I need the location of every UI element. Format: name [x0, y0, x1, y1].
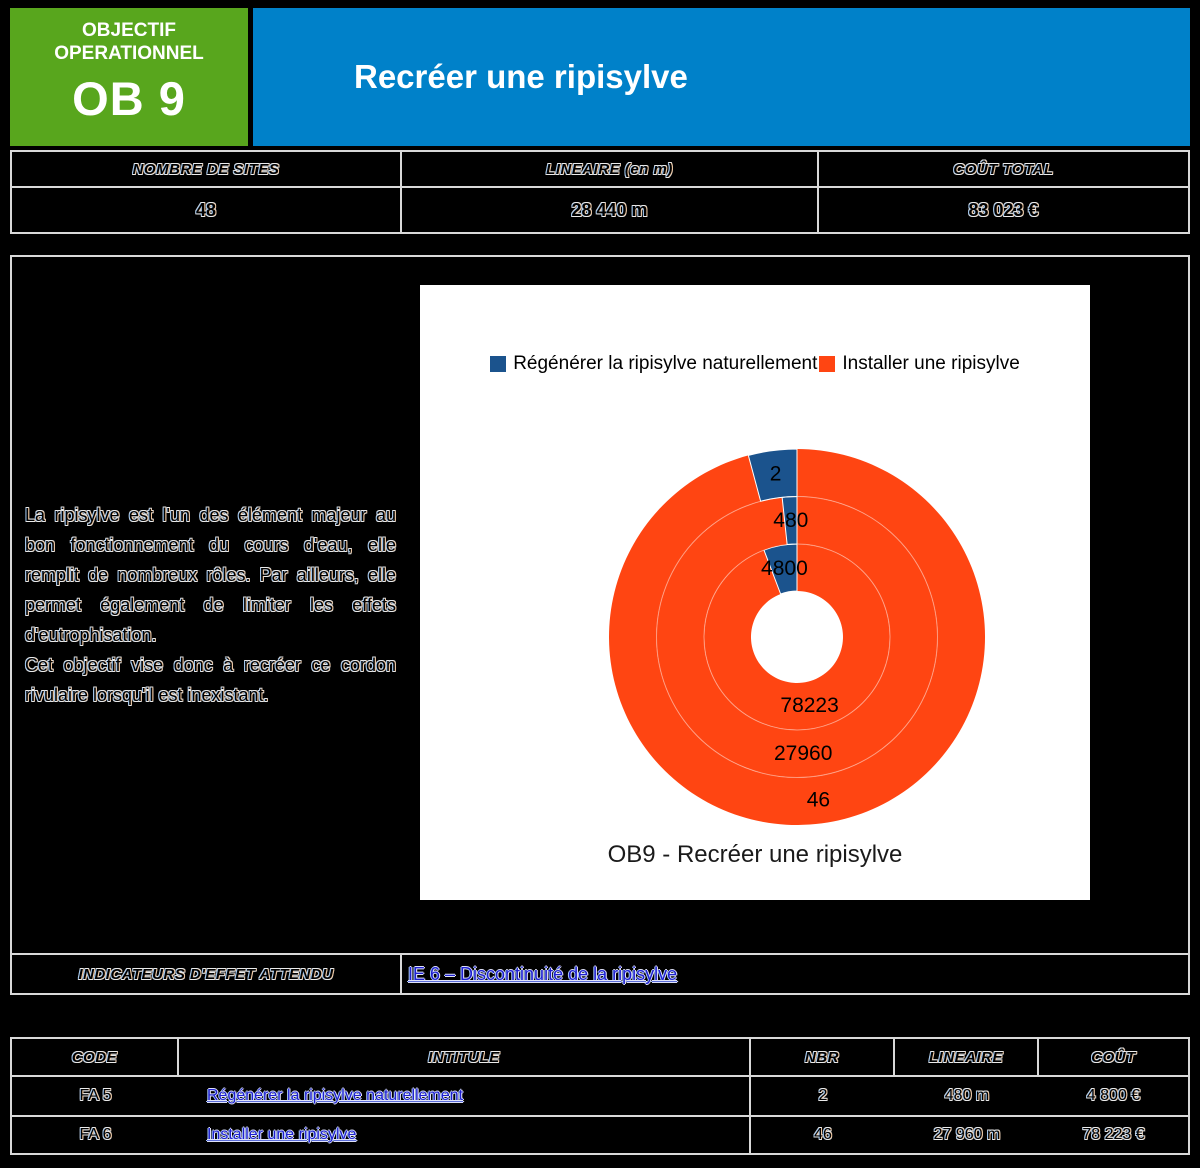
cell-lineaire: 480 m [944, 1087, 990, 1104]
cell-intitule: Installer une ripisylve [179, 1117, 751, 1153]
donut-slice-label: 2 [770, 463, 782, 486]
badge-code: OB 9 [72, 72, 186, 125]
indicators-row: INDICATEURS D'EFFET ATTENDU IE 6 – Disco… [10, 955, 1190, 995]
cell-code: FA 6 [79, 1126, 112, 1143]
action-link-fa5[interactable]: Régénérer la ripisylve naturellement [207, 1087, 464, 1104]
actions-table: CODE INTITULE NBR LINEAIRE COÛT FA 5 Rég… [10, 1037, 1190, 1155]
cell-cout: 78 223 € [1082, 1126, 1145, 1143]
badge-kicker-line1: OBJECTIF [82, 20, 176, 41]
stat-header-cout: COÛT TOTAL [953, 160, 1054, 178]
cell-code: FA 5 [79, 1087, 112, 1104]
indicators-label: INDICATEURS D'EFFET ATTENDU [12, 955, 402, 993]
col-header-intitule: INTITULE [179, 1039, 751, 1075]
stat-value-sites: 48 [12, 188, 402, 232]
col-header-nbr: NBR [751, 1039, 895, 1075]
donut-slice-label: 78223 [780, 694, 838, 717]
donut-slice-label: 27960 [774, 742, 832, 765]
description-paragraph-2: Cet objectif vise donc à recréer ce cord… [25, 655, 396, 705]
donut-slice-label: 46 [807, 788, 830, 811]
action-link-fa6[interactable]: Installer une ripisylve [207, 1126, 357, 1143]
donut-slice-label: 480 [773, 509, 808, 532]
description-panel: La ripisylve est l'un des élément majeur… [12, 257, 410, 953]
legend-label-installer: Installer une ripisylve [842, 353, 1020, 374]
cell-lineaire: 27 960 m [933, 1126, 1001, 1143]
donut-slice-label: 4800 [761, 557, 808, 580]
table-row-fa5: FA 5 Régénérer la ripisylve naturellemen… [12, 1077, 1188, 1115]
main-content-box: La ripisylve est l'un des élément majeur… [10, 255, 1190, 955]
chart-panel: Régénérer la ripisylve naturellement Ins… [420, 285, 1090, 900]
title-banner: Recréer une ripisylve [253, 8, 1190, 146]
legend-item-installer: Installer une ripisylve [819, 353, 1020, 375]
stat-header-sites: NOMBRE DE SITES [12, 152, 402, 186]
stats-value-row: 48 28 440 m 83 023 € [12, 188, 1188, 232]
description-paragraph-1: La ripisylve est l'un des élément majeur… [25, 505, 396, 645]
col-header-code: CODE [12, 1039, 179, 1075]
stat-value-cout: 83 023 € [968, 199, 1039, 220]
legend-item-regenerer: Régénérer la ripisylve naturellement [490, 353, 817, 375]
actions-header-row: CODE INTITULE NBR LINEAIRE COÛT [12, 1039, 1188, 1077]
stats-header-row: NOMBRE DE SITES LINEAIRE (en m) COÛT TOT… [12, 152, 1188, 188]
cell-nbr: 46 [814, 1126, 832, 1143]
legend-label-regenerer: Régénérer la ripisylve naturellement [513, 353, 818, 374]
col-header-lineaire: LINEAIRE [895, 1039, 1039, 1075]
badge-kicker-line2: OPERATIONNEL [54, 43, 204, 64]
indicators-link-cell: IE 6 – Discontinuité de la ripisylve [402, 955, 1188, 993]
legend-swatch-blue-icon [490, 356, 507, 372]
chart-legend: Régénérer la ripisylve naturellement Ins… [420, 353, 1090, 375]
chart-title: OB9 - Recréer une ripisylve [607, 841, 903, 868]
page-title: Recréer une ripisylve [354, 58, 688, 95]
stats-table: NOMBRE DE SITES LINEAIRE (en m) COÛT TOT… [10, 150, 1190, 234]
table-row-fa6: FA 6 Installer une ripisylve 46 27 960 m… [12, 1115, 1188, 1153]
cell-intitule: Régénérer la ripisylve naturellement [179, 1077, 751, 1115]
stat-value-lineaire: 28 440 m [402, 188, 819, 232]
cell-cout: 4 800 € [1086, 1087, 1141, 1104]
stat-header-lineaire: LINEAIRE (en m) [402, 152, 819, 186]
col-header-cout: COÛT [1091, 1048, 1136, 1066]
indicator-link[interactable]: IE 6 – Discontinuité de la ripisylve [408, 963, 678, 984]
donut-chart: 4800 78223 480 27960 2 46 [609, 448, 986, 825]
legend-swatch-orange-icon [819, 356, 836, 372]
cell-nbr: 2 [818, 1087, 828, 1104]
objective-badge: OBJECTIF OPERATIONNEL OB 9 [10, 8, 248, 146]
